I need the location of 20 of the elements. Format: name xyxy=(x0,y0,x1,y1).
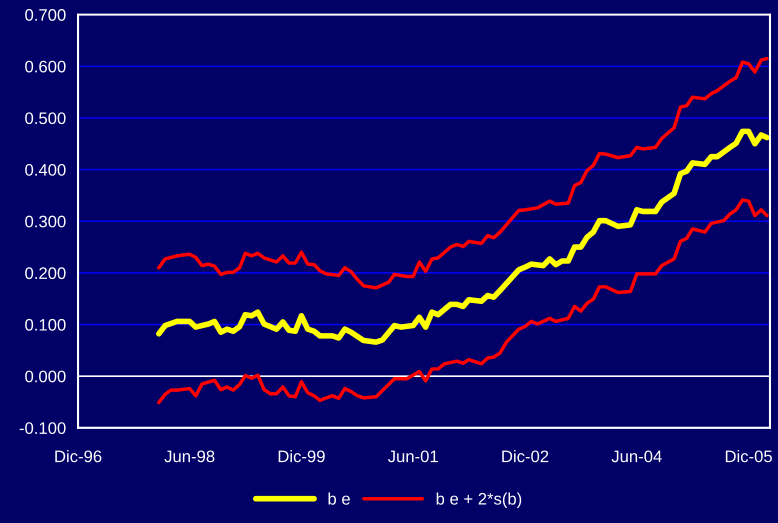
x-tick-label: Dic-96 xyxy=(55,450,102,462)
line-series xyxy=(157,198,769,404)
y-tick-label: 0.600 xyxy=(25,60,66,72)
y-tick-label: 0.700 xyxy=(25,9,66,21)
y-tick-label: -0.100 xyxy=(20,422,66,434)
y-tick-label: 0.500 xyxy=(25,112,66,124)
legend-label: b e + 2*s(b) xyxy=(436,492,522,508)
y-tick-label: 0.300 xyxy=(25,216,66,228)
x-tick-label: Dic-05 xyxy=(726,450,772,462)
y-tick-label: 0.000 xyxy=(25,370,66,382)
x-tick-label: Jun-04 xyxy=(612,450,662,462)
line-series xyxy=(157,56,769,290)
x-tick-label: Dic-99 xyxy=(278,450,325,462)
legend-label: b e xyxy=(328,492,350,505)
x-tick-label: Jun-01 xyxy=(388,450,438,462)
y-tick-label: 0.100 xyxy=(25,318,66,331)
y-tick-label: 0.200 xyxy=(25,267,66,280)
x-tick-label: Jun-98 xyxy=(164,450,214,462)
y-tick-label: 0.400 xyxy=(25,164,66,176)
x-tick-label: Dic-02 xyxy=(502,450,548,462)
